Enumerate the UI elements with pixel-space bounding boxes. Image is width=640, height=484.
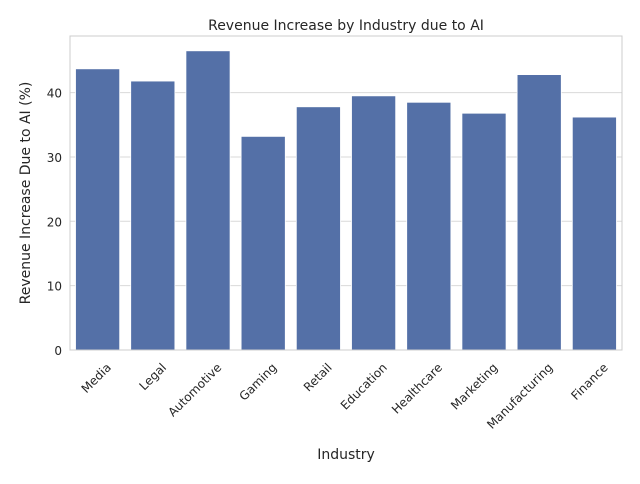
bar-retail [295, 106, 341, 351]
y-tick-label: 0 [54, 344, 62, 358]
y-axis-label: Revenue Increase Due to AI (%) [18, 82, 34, 305]
plot-frame [69, 35, 623, 351]
bar-marketing [461, 112, 507, 351]
x-tick-label: Education [338, 360, 390, 412]
bars [75, 50, 617, 351]
x-axis-label: Industry [317, 447, 375, 463]
x-tick-label: Gaming [236, 360, 279, 403]
bar-manufacturing [516, 74, 562, 351]
bar-healthcare [406, 101, 452, 351]
x-tick-label: Marketing [448, 360, 500, 412]
y-tick-label: 10 [47, 280, 62, 294]
chart-title: Revenue Increase by Industry due to AI [208, 18, 484, 34]
x-tick-label: Automotive [165, 360, 224, 419]
y-tick-label: 30 [47, 151, 62, 165]
bar-gaming [240, 135, 286, 351]
bar-education [351, 95, 397, 351]
bar-legal [130, 80, 176, 351]
x-tick-label: Healthcare [389, 360, 445, 416]
y-tick-labels: 0 10 20 30 40 [47, 87, 62, 358]
bar-media [75, 68, 121, 351]
bar-automotive [185, 50, 231, 351]
y-tick-label: 40 [47, 87, 62, 101]
x-tick-label: Legal [136, 360, 169, 393]
bar-finance [571, 116, 617, 351]
x-tick-label: Retail [301, 360, 335, 394]
y-tick-label: 20 [47, 215, 62, 229]
x-tick-label: Media [79, 360, 114, 395]
x-tick-label: Finance [568, 360, 610, 402]
